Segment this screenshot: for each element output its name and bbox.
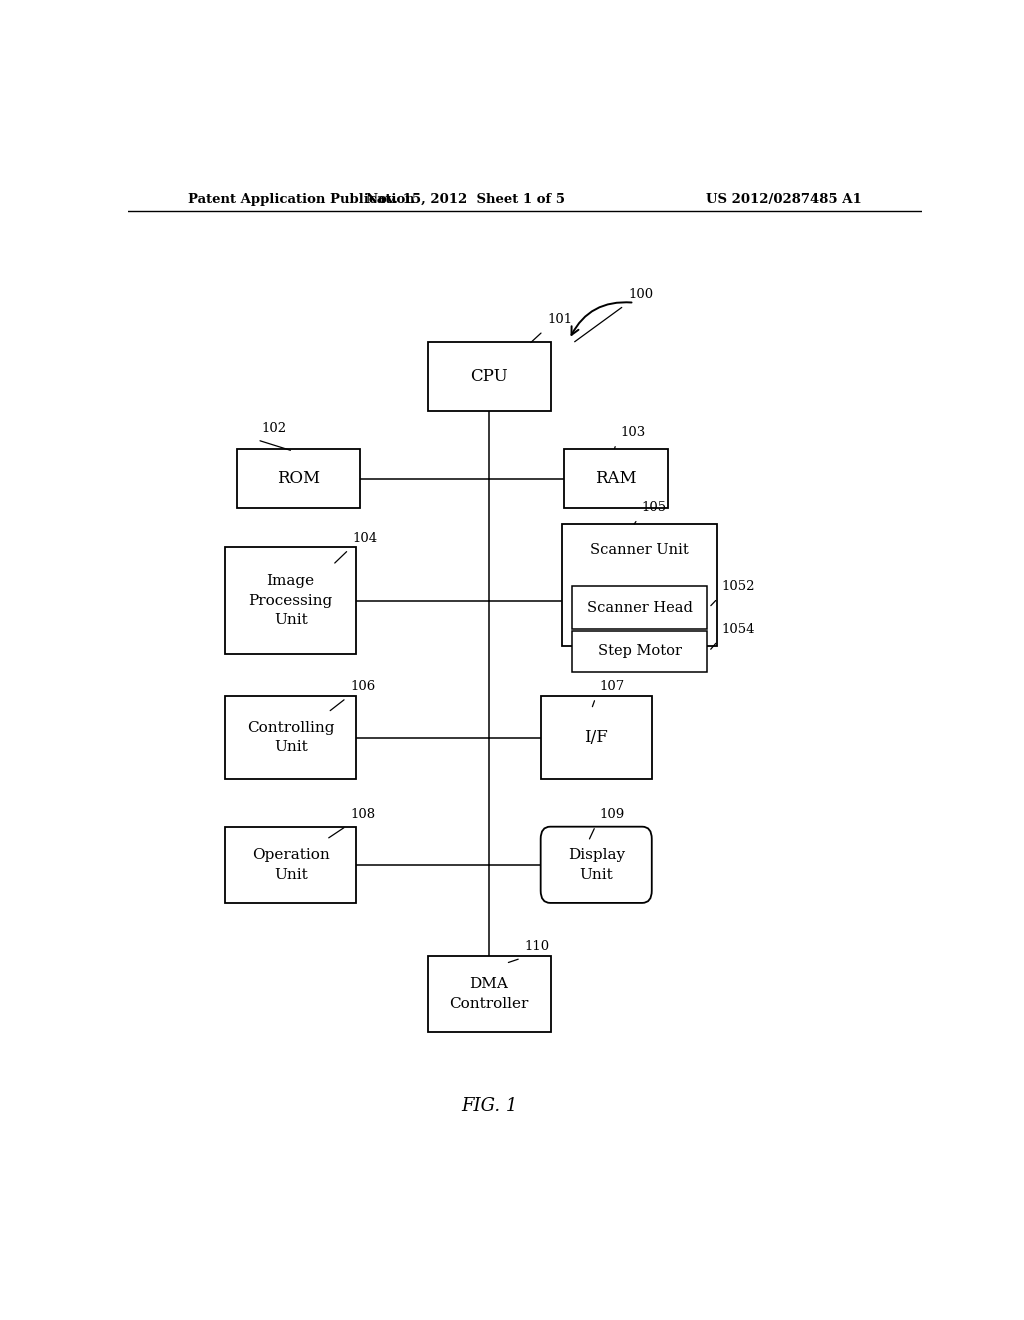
Text: DMA
Controller: DMA Controller xyxy=(450,977,528,1011)
Text: 109: 109 xyxy=(599,808,625,821)
Text: 103: 103 xyxy=(620,426,645,440)
Text: 105: 105 xyxy=(641,502,667,515)
Text: Nov. 15, 2012  Sheet 1 of 5: Nov. 15, 2012 Sheet 1 of 5 xyxy=(366,193,565,206)
Text: Display
Unit: Display Unit xyxy=(567,847,625,882)
Bar xyxy=(562,524,717,647)
Bar xyxy=(238,449,360,508)
Text: Step Motor: Step Motor xyxy=(598,644,682,659)
Text: 101: 101 xyxy=(547,313,572,326)
Bar xyxy=(225,826,356,903)
Bar xyxy=(428,956,551,1032)
Text: Patent Application Publication: Patent Application Publication xyxy=(187,193,415,206)
Text: Operation
Unit: Operation Unit xyxy=(252,847,330,882)
FancyBboxPatch shape xyxy=(541,826,652,903)
Text: Scanner Head: Scanner Head xyxy=(587,601,693,615)
Bar xyxy=(572,631,708,672)
Text: 100: 100 xyxy=(628,288,653,301)
Text: Controlling
Unit: Controlling Unit xyxy=(247,721,335,755)
Text: 110: 110 xyxy=(524,940,550,953)
Text: 107: 107 xyxy=(599,680,625,693)
Bar xyxy=(428,342,551,412)
Bar xyxy=(564,449,668,508)
Bar xyxy=(225,696,356,779)
Text: Scanner Unit: Scanner Unit xyxy=(591,543,689,557)
Text: ROM: ROM xyxy=(278,470,321,487)
Text: CPU: CPU xyxy=(470,368,508,385)
Text: US 2012/0287485 A1: US 2012/0287485 A1 xyxy=(707,193,862,206)
Bar xyxy=(225,548,356,653)
Text: RAM: RAM xyxy=(595,470,637,487)
Text: I/F: I/F xyxy=(585,729,608,746)
Text: 108: 108 xyxy=(350,808,376,821)
Text: Image
Processing
Unit: Image Processing Unit xyxy=(249,574,333,627)
Bar xyxy=(572,586,708,630)
Text: 102: 102 xyxy=(261,422,287,434)
Text: FIG. 1: FIG. 1 xyxy=(461,1097,517,1115)
Bar xyxy=(541,696,652,779)
Text: 1052: 1052 xyxy=(722,581,755,594)
Text: 106: 106 xyxy=(350,680,376,693)
Text: 104: 104 xyxy=(352,532,378,545)
Text: 1054: 1054 xyxy=(722,623,755,636)
